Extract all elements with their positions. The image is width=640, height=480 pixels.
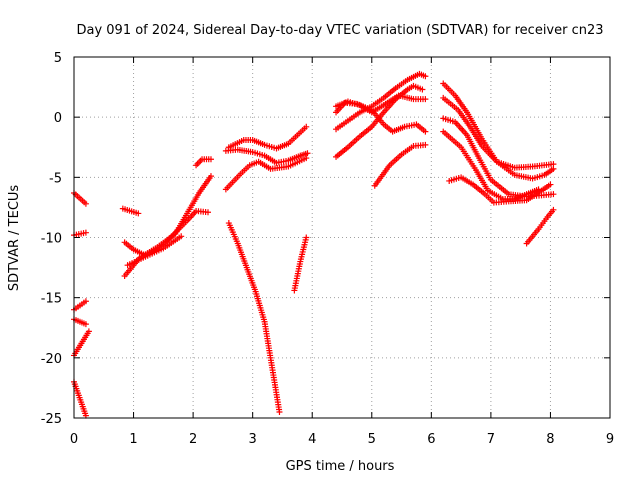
series-arc-10: [124, 233, 185, 269]
x-axis-label: GPS time / hours: [286, 459, 395, 474]
series-arc-13: [222, 155, 310, 193]
x-tick-label: 0: [70, 432, 78, 447]
data-point: [82, 229, 89, 236]
axis-ticks: [73, 56, 611, 419]
data-point: [82, 298, 89, 305]
data-point: [422, 73, 429, 80]
data-point: [178, 233, 185, 240]
series-arc-14: [225, 123, 310, 152]
x-tick-label: 7: [487, 432, 495, 447]
series-arc-22: [440, 128, 542, 202]
x-tick-label: 9: [606, 432, 614, 447]
x-tick-label: 1: [129, 432, 137, 447]
data-point: [207, 156, 214, 163]
data-point: [304, 150, 311, 157]
y-tick-labels: 5 0 -5 -10 -15 -20 -25: [41, 51, 62, 427]
series-arc-27: [523, 206, 557, 247]
data-point: [303, 123, 310, 130]
x-tick-label: 8: [546, 432, 554, 447]
data-points: [71, 70, 557, 419]
data-point: [422, 96, 429, 103]
data-point: [422, 141, 429, 148]
x-tick-label: 2: [189, 432, 197, 447]
series-arc-5: [71, 328, 92, 359]
series-arc-20: [333, 92, 429, 116]
data-point: [276, 408, 283, 415]
x-tick-label: 4: [308, 432, 316, 447]
y-axis-label: SDTVAR / TECUs: [7, 185, 22, 292]
series-arc-21: [371, 141, 429, 189]
series-arc-11: [193, 156, 214, 169]
data-point: [85, 328, 92, 335]
data-point: [550, 191, 557, 198]
data-point: [82, 200, 89, 207]
data-point: [303, 155, 310, 162]
series-arc-16: [291, 234, 310, 294]
data-point: [547, 181, 554, 188]
series-arc-8: [121, 208, 211, 259]
x-tick-label: 5: [368, 432, 376, 447]
y-tick-label: -5: [49, 171, 62, 186]
grid-lines: [74, 57, 610, 418]
series-arc-7: [119, 205, 142, 217]
y-tick-label: -15: [41, 292, 62, 307]
x-tick-label: 3: [249, 432, 257, 447]
data-point: [419, 86, 426, 93]
data-point: [303, 234, 310, 241]
data-point: [422, 128, 429, 135]
y-tick-label: -20: [41, 352, 62, 367]
series-arc-15: [225, 220, 283, 415]
x-tick-labels: 0 1 2 3 4 5 6 7 8 9: [70, 432, 614, 447]
y-tick-label: 5: [54, 51, 62, 66]
data-point: [82, 321, 89, 328]
x-tick-label: 6: [427, 432, 435, 447]
data-point: [207, 173, 214, 180]
chart-title: Day 091 of 2024, Sidereal Day-to-day VTE…: [76, 23, 603, 38]
y-tick-label: -10: [41, 232, 62, 247]
y-tick-label: -25: [41, 412, 62, 427]
y-tick-label: 0: [54, 111, 62, 126]
data-point: [550, 165, 557, 172]
series-arc-12: [222, 146, 311, 166]
data-point: [135, 210, 142, 217]
series-arc-9: [121, 173, 214, 280]
series-arc-18: [333, 70, 429, 133]
series-arc-26: [446, 174, 554, 206]
data-point: [205, 209, 211, 216]
series-arc-25: [440, 80, 557, 182]
data-point: [550, 206, 557, 213]
